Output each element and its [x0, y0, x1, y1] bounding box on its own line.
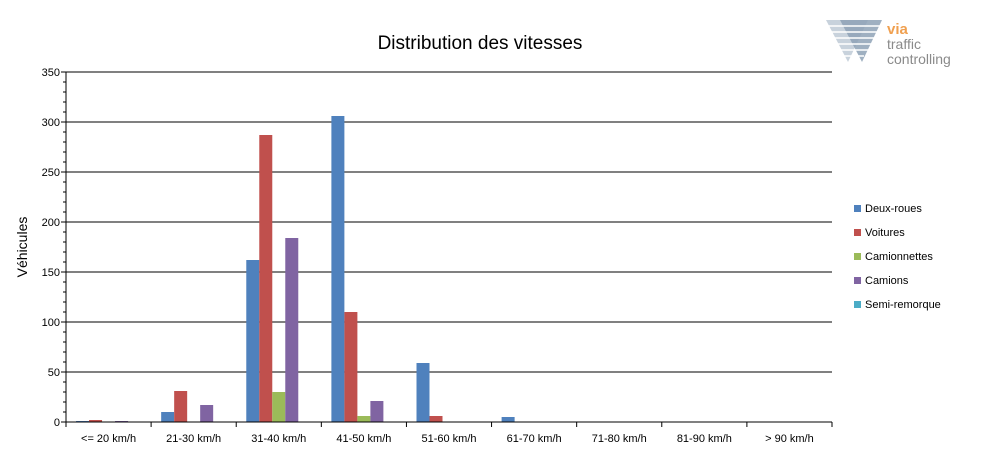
- y-tick-label: 100: [42, 317, 60, 329]
- legend-label: Deux-roues: [865, 203, 922, 215]
- y-tick-label: 50: [48, 367, 60, 379]
- x-tick-label: 71-80 km/h: [592, 433, 647, 445]
- y-tick-label: 350: [42, 67, 60, 79]
- x-tick-label: 31-40 km/h: [251, 433, 306, 445]
- bar: [416, 363, 430, 422]
- legend-label: Camions: [865, 275, 909, 287]
- y-tick-label: 0: [54, 417, 60, 429]
- company-logo: via traffic controlling: [826, 20, 951, 67]
- x-tick-label: 61-70 km/h: [507, 433, 562, 445]
- x-tick-label: <= 20 km/h: [81, 433, 136, 445]
- x-tick-label: 21-30 km/h: [166, 433, 221, 445]
- bar: [429, 416, 443, 422]
- x-tick-labels: <= 20 km/h 21-30 km/h 31-40 km/h 41-50 km/h…: [81, 433, 814, 445]
- gridlines: [66, 71, 832, 373]
- y-tick-labels: 0 50 100 150 200 250 300 350: [42, 67, 60, 429]
- axes: [61, 71, 833, 427]
- bar: [357, 416, 371, 422]
- legend-swatch: [854, 229, 861, 236]
- legend-swatch: [854, 301, 861, 308]
- bar: [272, 392, 286, 422]
- bar: [331, 116, 345, 422]
- y-axis-label: Véhicules: [14, 217, 30, 278]
- bar: [161, 412, 175, 422]
- bar: [344, 312, 358, 422]
- x-tick-label: 51-60 km/h: [421, 433, 476, 445]
- y-tick-label: 200: [42, 217, 60, 229]
- bar: [259, 135, 273, 422]
- y-tick-label: 150: [42, 267, 60, 279]
- x-tick-label: > 90 km/h: [765, 433, 814, 445]
- legend: Deux-roues Voitures Camionnettes Camions Sem…: [854, 203, 941, 311]
- bar: [246, 260, 260, 422]
- x-tick-label: 81-90 km/h: [677, 433, 732, 445]
- legend-swatch: [854, 253, 861, 260]
- bar: [501, 417, 515, 422]
- logo-text-traffic: traffic: [887, 36, 921, 52]
- logo-mark-icon: [826, 20, 882, 62]
- legend-label: Semi-remorque: [865, 299, 941, 311]
- legend-swatch: [854, 277, 861, 284]
- bars: [76, 116, 515, 422]
- bar: [174, 391, 188, 422]
- x-tick-label: 41-50 km/h: [336, 433, 391, 445]
- bar: [200, 405, 214, 422]
- chart-title: Distribution des vitesses: [378, 33, 583, 54]
- bar: [285, 238, 299, 422]
- legend-label: Voitures: [865, 227, 905, 239]
- logo-text-via: via: [887, 21, 909, 38]
- legend-label: Camionnettes: [865, 251, 933, 263]
- y-tick-label: 300: [42, 117, 60, 129]
- bar: [370, 401, 384, 422]
- logo-text-controlling: controlling: [887, 51, 951, 67]
- y-tick-label: 250: [42, 167, 60, 179]
- legend-swatch: [854, 205, 861, 212]
- bar: [89, 420, 103, 422]
